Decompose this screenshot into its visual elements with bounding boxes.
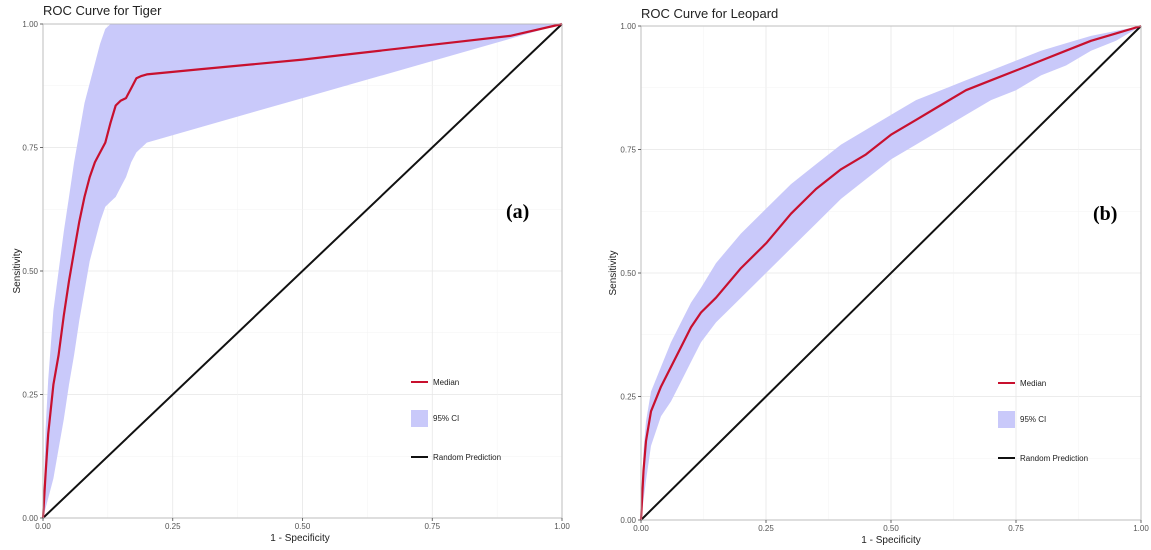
leopard-panel-tag: (b)	[1093, 203, 1117, 225]
y-tick-label: 0.00	[620, 516, 636, 525]
legend-ci-swatch	[411, 410, 428, 427]
leopard-ci-band	[641, 26, 1141, 520]
legend-random-label: Random Prediction	[433, 453, 501, 462]
x-tick-label: 0.75	[1008, 524, 1024, 533]
x-tick-label: 0.00	[35, 522, 51, 531]
x-tick-label: 0.50	[295, 522, 311, 531]
tiger-chart-title: ROC Curve for Tiger	[43, 3, 162, 18]
legend-median-label: Median	[433, 378, 459, 387]
leopard-x-axis-title: 1 - Specificity	[861, 535, 920, 546]
y-tick-label: 0.00	[22, 514, 38, 523]
x-tick-label: 0.50	[883, 524, 899, 533]
x-tick-label: 0.00	[633, 524, 649, 533]
leopard-ticks: 0.00 0.25 0.50 0.75 1.00 0.00 0.25 0.50 0.75 1.00	[620, 22, 1149, 533]
legend-ci-swatch	[998, 411, 1015, 428]
leopard-y-axis-title: Sensitivity	[608, 250, 619, 295]
leopard-roc-panel: ROC Curve for Leopard 0.00 0.25 0.50 0.75 1.…	[608, 6, 1149, 546]
leopard-legend: Median 95% CI Random Prediction	[998, 379, 1088, 463]
y-tick-label: 1.00	[620, 22, 636, 31]
tiger-median-line	[41, 22, 563, 519]
y-tick-label: 0.25	[22, 391, 38, 400]
leopard-chart-title: ROC Curve for Leopard	[641, 6, 778, 21]
y-tick-label: 0.25	[620, 393, 636, 402]
tiger-y-axis-title: Sensitivity	[12, 248, 23, 293]
x-tick-label: 0.25	[165, 522, 181, 531]
x-tick-label: 1.00	[554, 522, 570, 531]
legend-ci-label: 95% CI	[433, 414, 459, 423]
tiger-ticks: 0.00 0.25 0.50 0.75 1.00 0.00 0.25 0.50 0.75 1.00	[22, 20, 570, 531]
legend-median-label: Median	[1020, 379, 1046, 388]
legend-ci-label: 95% CI	[1020, 415, 1046, 424]
leopard-median-line	[639, 24, 1142, 521]
tiger-panel-tag: (a)	[506, 201, 529, 223]
y-tick-label: 0.50	[620, 269, 636, 278]
tiger-random-prediction-line	[42, 23, 563, 519]
y-tick-label: 0.75	[620, 146, 636, 155]
tiger-legend: Median 95% CI Random Prediction	[411, 378, 501, 462]
tiger-ci-band	[43, 24, 562, 518]
x-tick-label: 0.25	[758, 524, 774, 533]
legend-random-label: Random Prediction	[1020, 454, 1088, 463]
x-tick-label: 0.75	[424, 522, 440, 531]
leopard-random-prediction-line	[640, 25, 1142, 521]
y-tick-label: 0.75	[22, 144, 38, 153]
tiger-roc-panel: ROC Curve for Tiger 0.00 0.25 0.50 0.75 1.00…	[12, 3, 570, 544]
y-tick-label: 0.50	[22, 267, 38, 276]
x-tick-label: 1.00	[1133, 524, 1149, 533]
tiger-x-axis-title: 1 - Specificity	[270, 533, 329, 544]
y-tick-label: 1.00	[22, 20, 38, 29]
